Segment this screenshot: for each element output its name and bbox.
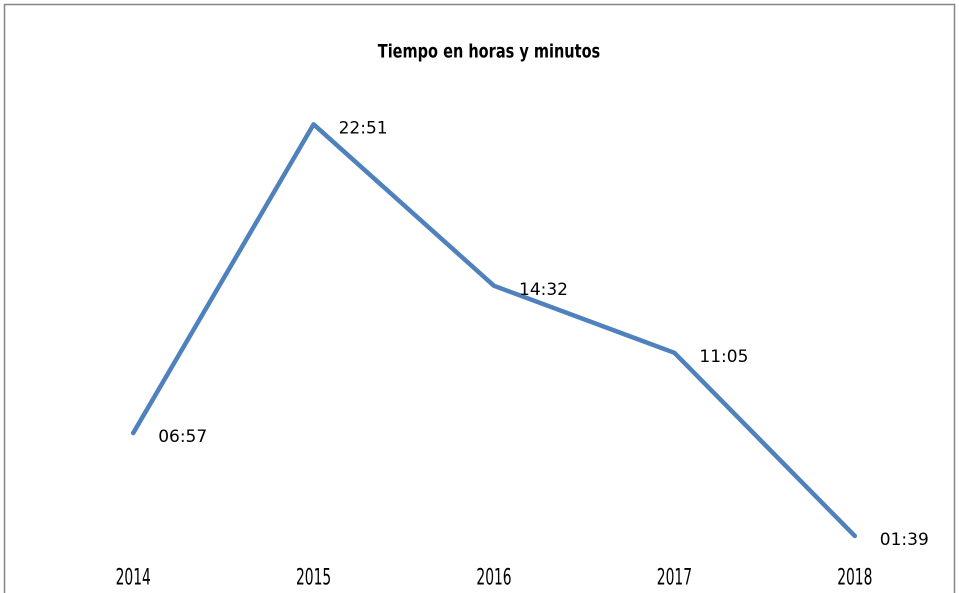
x-tick-label: 2017 (657, 565, 692, 590)
data-label: 06:57 (158, 427, 207, 447)
x-tick-label: 2018 (837, 565, 872, 590)
data-label: 11:05 (699, 347, 748, 367)
series-line (130, 122, 858, 539)
data-label: 01:39 (880, 530, 929, 550)
data-label: 14:32 (519, 280, 568, 300)
data-label: 22:51 (339, 118, 388, 138)
x-tick-label: 2014 (116, 565, 151, 590)
chart-border (3, 3, 956, 593)
x-tick-label: 2016 (476, 565, 511, 590)
x-tick-label: 2015 (296, 565, 331, 590)
chart-title: Tiempo en horas y minutos (378, 41, 600, 63)
